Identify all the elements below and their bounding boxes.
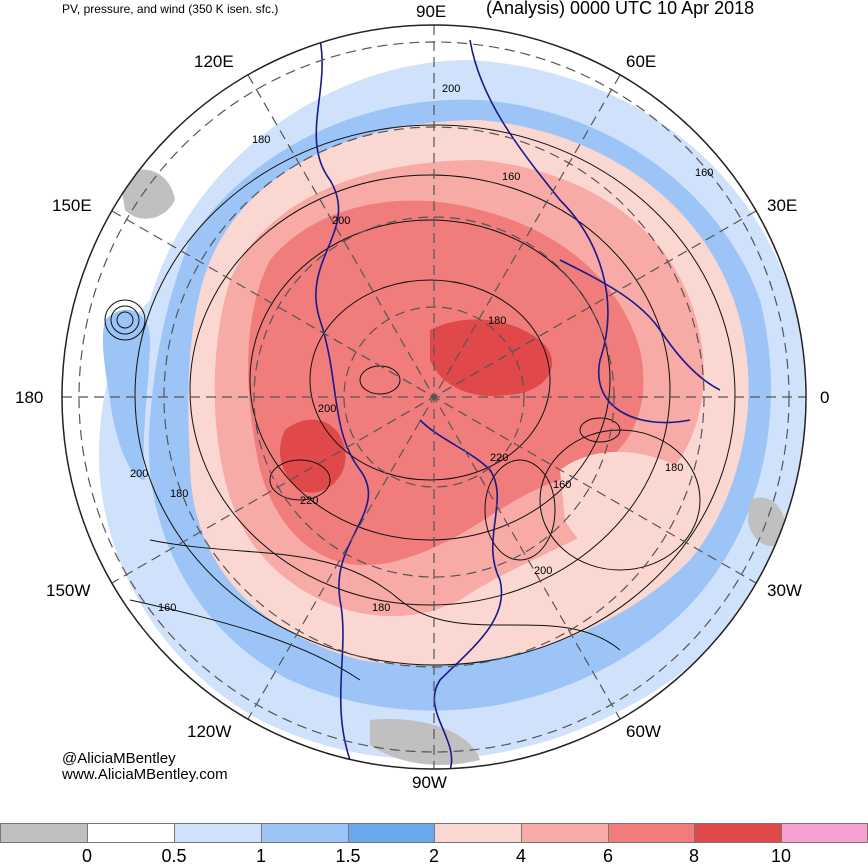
lon-label-90w: 90W (412, 773, 447, 792)
lon-label-150e: 150E (52, 196, 92, 215)
credit-handle: @AliciaMBentley (62, 750, 176, 767)
contour-label: 160 (695, 167, 713, 179)
colorbar-segment (174, 823, 262, 843)
map-subtitle: PV, pressure, and wind (350 K isen. sfc.… (62, 2, 279, 16)
lon-label-120e: 120E (194, 52, 234, 71)
contour-label: 200 (318, 403, 336, 415)
colorbar-label: 8 (688, 846, 700, 866)
contour-label: 160 (502, 171, 520, 183)
contour-label: 180 (665, 462, 683, 474)
colorbar-segment (348, 823, 436, 843)
lon-label-120w: 120W (187, 722, 232, 741)
contour-label: 200 (442, 83, 460, 95)
colorbar-segment (434, 823, 522, 843)
colorbar-label: 1 (255, 846, 267, 866)
colorbar-label: 2 (428, 846, 440, 866)
colorbar-segment (781, 823, 868, 843)
lon-label-60w: 60W (626, 722, 661, 741)
colorbar-segment (261, 823, 349, 843)
polar-map: 200 180 160 200 180 200 220 180 200 220 … (61, 24, 807, 770)
colorbar-segment (0, 823, 88, 843)
lon-label-180: 180 (15, 388, 44, 407)
pv-shading-grey-1 (120, 169, 175, 219)
colorbar-label: 10 (770, 846, 792, 866)
lon-label-0: 0 (820, 388, 830, 407)
colorbar-label: 4 (515, 846, 527, 866)
colorbar-segment (608, 823, 696, 843)
contour-label: 220 (490, 452, 508, 464)
colorbar-segment (694, 823, 782, 843)
colorbar-label: 0 (81, 846, 93, 866)
pv-shading-grey-2 (370, 719, 480, 765)
contour-label: 180 (252, 134, 270, 146)
pv-shading-grey-3 (748, 497, 786, 547)
colorbar (0, 823, 868, 845)
contour-label: 220 (300, 495, 318, 507)
coastlines (315, 39, 721, 769)
map-border (61, 24, 807, 770)
contour-label-group: 200 180 160 200 180 200 220 180 200 220 … (130, 83, 713, 614)
lon-label-150w: 150W (46, 581, 91, 600)
contour-label: 160 (553, 479, 571, 491)
colorbar-label: 0.5 (161, 846, 187, 866)
contour-label: 200 (332, 215, 350, 227)
contour-label: 180 (170, 488, 188, 500)
colorbar-segment (521, 823, 609, 843)
lon-label-30e: 30E (767, 196, 798, 215)
contour-label: 160 (158, 602, 176, 614)
colorbar-segment (87, 823, 175, 843)
graticule (62, 25, 806, 769)
contour-label: 200 (534, 565, 552, 577)
lon-label-30w: 30W (767, 581, 802, 600)
credit-url: www.AliciaMBentley.com (62, 766, 228, 783)
pv-shading-ridge (560, 451, 708, 571)
contour-label: 200 (130, 468, 148, 480)
lon-label-60e: 60E (626, 52, 657, 71)
colorbar-label: 6 (602, 846, 614, 866)
map-title: (Analysis) 0000 UTC 10 Apr 2018 (486, 0, 755, 18)
contour-label: 180 (488, 315, 506, 327)
contour-label: 180 (372, 602, 390, 614)
colorbar-label: 1.5 (335, 846, 361, 866)
pressure-contours (104, 124, 736, 681)
lon-label-90e: 90E (416, 2, 447, 21)
